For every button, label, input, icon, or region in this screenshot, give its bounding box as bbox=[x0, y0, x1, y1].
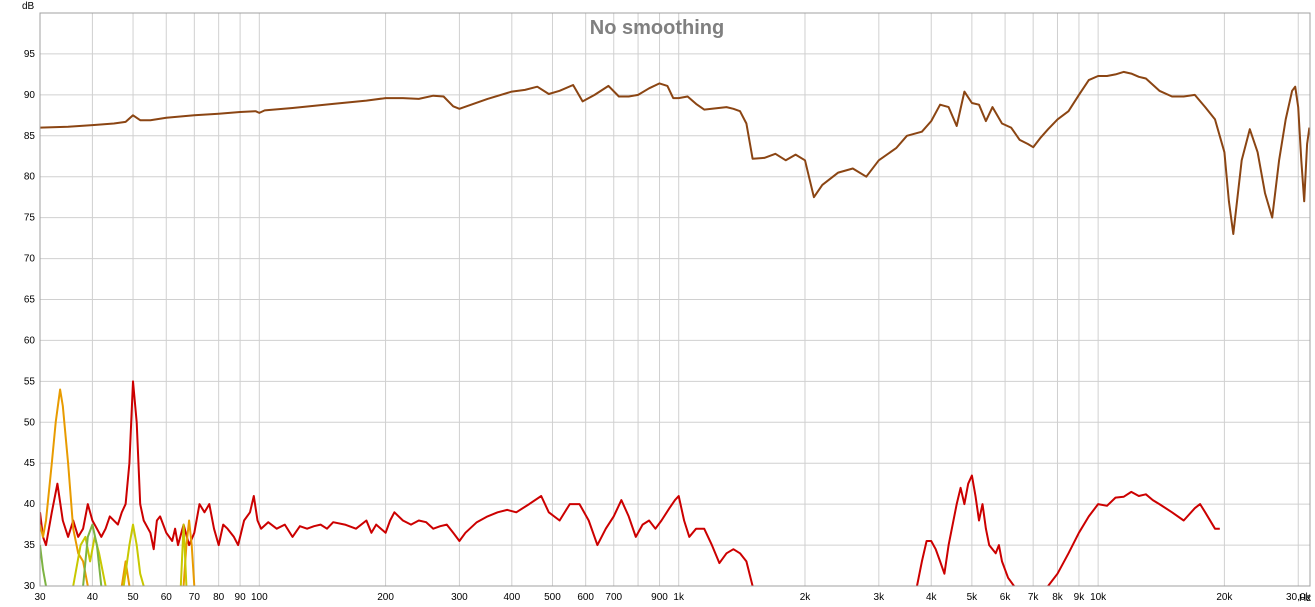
x-tick-label-26: 30,0k bbox=[1286, 592, 1311, 603]
series-1-segment-2 bbox=[1047, 490, 1220, 586]
x-tick-label-5: 80 bbox=[213, 592, 225, 603]
series-3-segment-2 bbox=[179, 523, 188, 586]
x-tick-label-7: 100 bbox=[251, 592, 268, 603]
y-axis-unit-label: dB bbox=[22, 1, 35, 12]
y-tick-label-0: 30 bbox=[24, 581, 36, 592]
x-tick-label-15: 1k bbox=[673, 592, 685, 603]
y-tick-label-1: 35 bbox=[24, 540, 36, 551]
series-1-segment-0 bbox=[40, 380, 754, 586]
series-4-segment-1 bbox=[82, 523, 103, 586]
y-tick-label-6: 60 bbox=[24, 335, 36, 346]
series-0-segment-0 bbox=[40, 70, 1310, 235]
chart-title: No smoothing bbox=[590, 17, 724, 39]
series-layer bbox=[40, 70, 1310, 586]
x-tick-label-19: 5k bbox=[967, 592, 979, 603]
x-tick-label-12: 600 bbox=[577, 592, 594, 603]
y-tick-label-5: 55 bbox=[24, 376, 36, 387]
x-tick-labels: 30 40 50 60 70 80 90 100 200 300 400 500 600 700 900 1k… bbox=[34, 592, 1311, 603]
series-1-segment-1 bbox=[916, 474, 1015, 586]
x-tick-label-10: 400 bbox=[503, 592, 520, 603]
series-2-segment-0 bbox=[40, 388, 89, 586]
x-tick-label-6: 90 bbox=[235, 592, 247, 603]
y-tick-labels: 30 35 40 45 50 55 60 65 70 75 80 85 90 95 bbox=[24, 49, 36, 592]
x-tick-label-11: 500 bbox=[544, 592, 561, 603]
y-tick-label-11: 85 bbox=[24, 131, 36, 142]
plot-frame bbox=[39, 12, 1311, 587]
y-tick-label-8: 70 bbox=[24, 254, 36, 265]
series-2-segment-1 bbox=[120, 560, 131, 586]
grid-lines bbox=[39, 13, 1310, 587]
y-tick-label-7: 65 bbox=[24, 295, 36, 306]
y-tick-label-4: 50 bbox=[24, 417, 36, 428]
x-tick-label-1: 40 bbox=[87, 592, 99, 603]
y-tick-label-10: 80 bbox=[24, 172, 36, 183]
y-tick-label-12: 90 bbox=[24, 90, 36, 101]
series-4-segment-0 bbox=[40, 544, 47, 586]
x-tick-label-0: 30 bbox=[34, 592, 46, 603]
y-tick-label-3: 45 bbox=[24, 458, 36, 469]
y-tick-label-9: 75 bbox=[24, 213, 36, 224]
x-tick-label-23: 9k bbox=[1074, 592, 1086, 603]
y-tick-label-13: 95 bbox=[24, 49, 36, 60]
x-tick-label-2: 50 bbox=[127, 592, 139, 603]
x-tick-label-24: 10k bbox=[1090, 592, 1107, 603]
x-tick-label-8: 200 bbox=[377, 592, 394, 603]
x-tick-label-21: 7k bbox=[1028, 592, 1040, 603]
series-3-segment-1 bbox=[122, 523, 145, 586]
x-tick-label-25: 20k bbox=[1216, 592, 1233, 603]
x-tick-label-3: 60 bbox=[161, 592, 173, 603]
x-tick-label-14: 900 bbox=[651, 592, 668, 603]
x-tick-label-13: 700 bbox=[605, 592, 622, 603]
x-tick-label-4: 70 bbox=[189, 592, 201, 603]
x-tick-label-9: 300 bbox=[451, 592, 468, 603]
x-tick-label-16: 2k bbox=[800, 592, 812, 603]
y-tick-label-2: 40 bbox=[24, 499, 36, 510]
x-tick-label-20: 6k bbox=[1000, 592, 1012, 603]
x-tick-label-17: 3k bbox=[874, 592, 886, 603]
x-tick-label-18: 4k bbox=[926, 592, 938, 603]
series-3-segment-0 bbox=[72, 535, 107, 586]
x-axis-unit-label: Hz bbox=[1299, 593, 1311, 604]
x-tick-label-22: 8k bbox=[1052, 592, 1064, 603]
